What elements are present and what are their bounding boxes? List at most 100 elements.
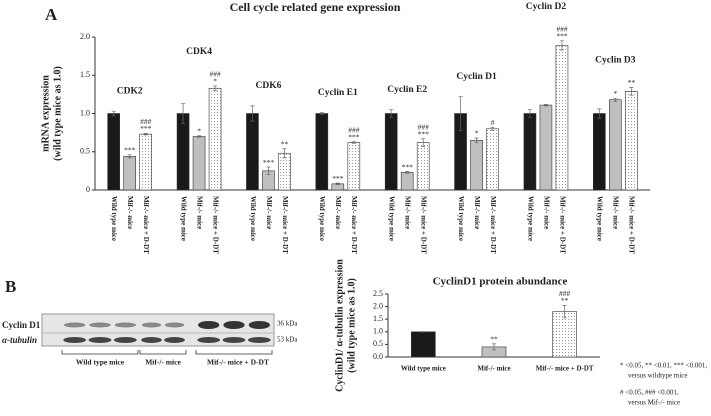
group-label: Cyclin D1 [456,72,497,82]
blot-band [164,322,185,328]
x-tick-label: Wild type mice [179,196,187,241]
blot-band [88,337,112,343]
blot-band [247,337,271,343]
panel-label: B [5,277,16,296]
y-tick-label: 2.5 [373,289,383,298]
error-bar [143,133,148,136]
error-bar [282,148,287,159]
blot-group: Mif-/- mice [145,358,181,367]
error-bar [421,138,426,147]
group-label: Cyclin D3 [595,56,636,66]
error-bar [562,304,567,319]
x-tick-label: Mif-/- mice [477,365,510,373]
y-tick-label: 2.0 [80,32,90,41]
chart-title: CyclinD1 protein abundance [433,276,568,288]
bar [416,142,430,191]
error-bar [490,126,495,131]
error-bar [613,97,618,102]
blot-group: Mif-/- mice + D-DT [207,358,269,367]
error-bar [266,166,271,176]
error-bar [181,103,186,124]
blot-band [141,337,162,343]
x-tick-label: Wild type mice [401,365,446,373]
error-bar [127,154,132,159]
bar [278,152,291,191]
chart-title: Cell cycle related gene expression [230,0,401,14]
x-tick-label: Wild type mice [249,196,257,241]
blot-band [197,337,221,343]
x-tick-label: Mif-/- mice [404,196,412,229]
y-tick-label: 0.0 [373,352,383,361]
bar [625,91,638,191]
significance: * [475,129,479,138]
significance: *** [332,174,344,183]
panel-label: A [45,5,58,24]
note: versus wildtype mice [628,372,688,380]
x-tick-label: Mif-/- mice [334,196,342,229]
blot-band [141,322,162,328]
bar [593,113,606,191]
x-tick-label: Mif-/- mice [126,196,134,229]
blot-band [222,337,246,343]
x-tick-label: Mif-/- mice + D-DT [536,365,594,373]
bar [246,113,259,191]
significance: * [213,77,217,86]
significance: ** [628,78,636,87]
error-bar [111,110,116,117]
blot-band [89,322,111,328]
blot-band [113,337,137,343]
blot-size: 36 kDa [277,320,298,328]
error-bar [405,171,410,174]
error-bar [335,182,340,185]
bar [139,133,152,191]
x-tick-label: Mif-/- mice + D-DT [281,196,289,254]
y-axis-label: (wild type mice as 1.0) [52,66,63,161]
x-tick-label: Mif-/- mice + D-DT [142,196,150,254]
y-tick-label: 1.5 [80,70,90,79]
x-tick-label: Mif-/- mice [542,196,550,229]
bar [107,113,120,191]
group-label: Cyclin E1 [318,88,358,98]
x-tick-label: Mif-/- mice + D-DT [628,196,636,254]
bar [384,113,398,191]
group-label: CDK2 [117,86,143,96]
y-tick-label: 1.5 [373,314,383,323]
blot-band [248,321,270,329]
significance: ### [140,117,152,126]
blot-band [64,322,86,328]
error-bar [250,105,255,122]
x-tick-label: Wild type mice [318,196,326,241]
error-bar [213,85,218,91]
note: versus Mif-/- mice [628,399,680,407]
bar [400,172,414,191]
bar [486,128,499,191]
blot-band [114,322,136,328]
bar [555,45,569,191]
blot-band [164,337,185,343]
significance: ### [418,122,430,131]
x-tick-label: Mif-/- mice [473,196,481,229]
significance: ** [561,296,569,305]
significance: * [197,126,201,135]
group-label: CDK6 [256,81,282,91]
y-tick-label: 1.0 [80,108,90,117]
x-tick-label: Mif-/- mice [195,196,203,229]
error-bar [421,331,426,333]
significance: ** [281,139,289,148]
significance: *** [124,146,136,155]
error-bar [597,108,602,119]
y-tick-label: 0.5 [80,147,90,156]
significance: ** [490,335,498,344]
y-tick-label: 0 [86,185,90,194]
error-bar [351,141,356,144]
error-bar [527,109,532,118]
error-bar [389,109,394,118]
group-label: CDK4 [186,47,212,57]
blot-group: Wild type mice [76,358,125,367]
y-axis-label: CyclinD1/ α-tubulin expression [334,259,345,392]
bar [192,136,206,191]
significance: ### [559,289,571,298]
bar [552,311,577,358]
bar [347,142,361,191]
